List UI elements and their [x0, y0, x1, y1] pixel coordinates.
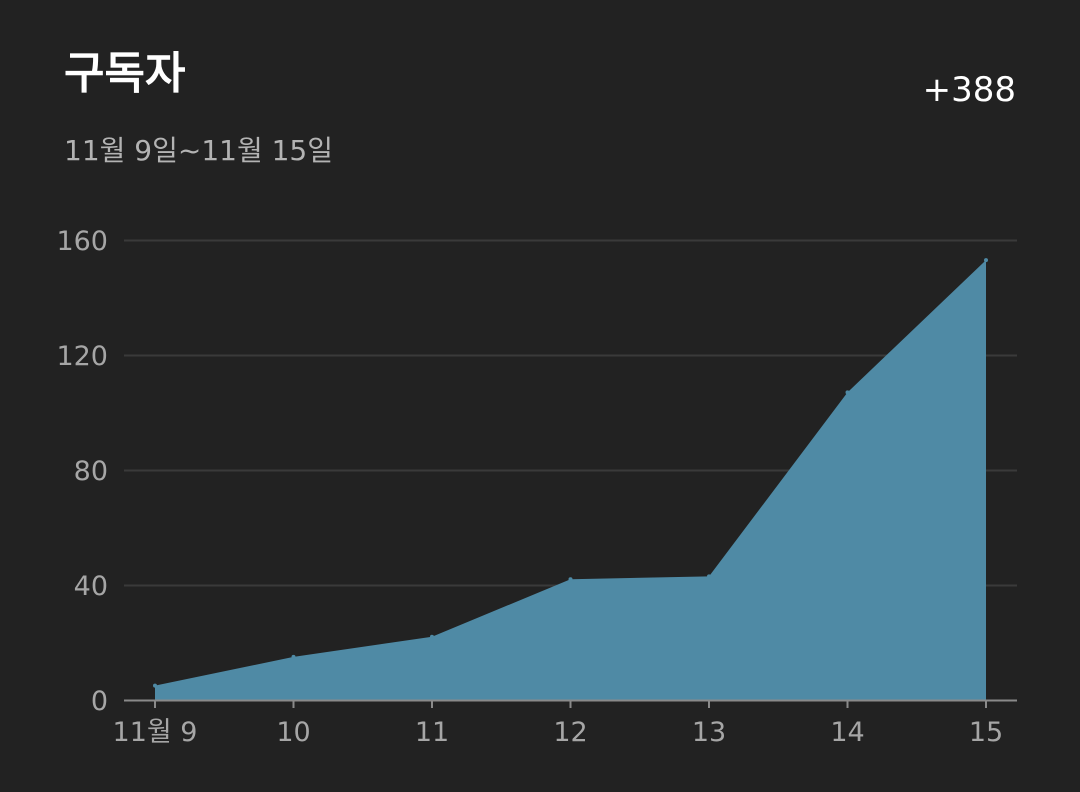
x-tick-label-2: 11 [415, 717, 449, 748]
data-point-5 [845, 390, 850, 395]
subscribers-area [155, 260, 986, 700]
x-tick-labels: 11월 9 10 11 12 13 14 15 [113, 717, 1004, 748]
x-ticks [154, 700, 987, 708]
data-point-0 [153, 683, 157, 688]
y-tick-label-120: 120 [56, 341, 108, 372]
y-tick-label-0: 0 [91, 686, 108, 717]
data-point-6 [984, 258, 988, 263]
data-point-4 [707, 574, 711, 579]
data-points [153, 258, 988, 688]
date-range: 11월 9일~11월 15일 [64, 134, 334, 167]
y-tick-label-40: 40 [74, 571, 108, 602]
x-tick-label-6: 15 [969, 717, 1003, 748]
x-tick-label-4: 13 [692, 717, 726, 748]
y-tick-label-80: 80 [74, 456, 108, 487]
x-tick-label-5: 14 [830, 717, 864, 748]
total-change-value: +388 [922, 70, 1016, 110]
y-tick-label-160: 160 [56, 226, 108, 257]
x-tick-label-3: 12 [553, 717, 587, 748]
x-tick-label-0: 11월 9 [113, 717, 198, 748]
data-point-2 [430, 634, 434, 639]
data-point-3 [568, 577, 573, 582]
chart-title: 구독자 [64, 48, 186, 99]
x-tick-label-1: 10 [276, 717, 310, 748]
data-point-1 [291, 654, 296, 659]
y-tick-labels: 0 40 80 120 160 [56, 226, 108, 717]
